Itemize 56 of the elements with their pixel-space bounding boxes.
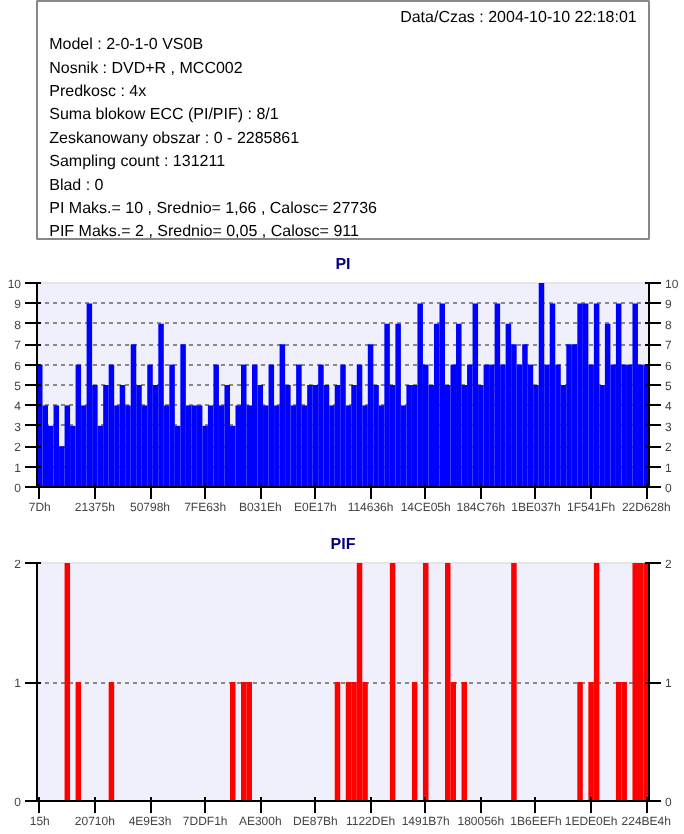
bar — [615, 303, 622, 487]
bar — [604, 323, 611, 487]
bar — [279, 344, 286, 487]
bar — [566, 344, 572, 487]
bar — [632, 303, 638, 487]
bar — [196, 405, 203, 487]
bar — [296, 364, 302, 487]
bar — [439, 303, 445, 487]
bar — [64, 405, 71, 487]
bar — [224, 385, 230, 487]
bar — [472, 303, 479, 487]
text: Blad : 0 — [49, 175, 105, 194]
bar — [191, 405, 197, 487]
bar — [268, 364, 275, 487]
bar — [483, 364, 490, 487]
bar — [86, 303, 93, 487]
bar — [577, 303, 583, 487]
bar — [108, 364, 115, 487]
text: Model : 2-0-1-0 VS0B — [49, 35, 204, 54]
bar — [538, 283, 545, 487]
bar — [158, 323, 164, 487]
text: PI Maks.= 10 , Srednio= 1,66 , Calosc= 27736 — [49, 199, 379, 217]
bar — [130, 344, 137, 487]
bar — [505, 323, 512, 487]
bar — [340, 364, 346, 487]
bar — [53, 405, 60, 487]
bar — [549, 303, 556, 487]
bar — [384, 323, 390, 487]
bar — [147, 364, 153, 487]
chart-title: PI — [335, 255, 351, 273]
bar — [213, 364, 219, 487]
text: PIF Maks.= 2 , Srednio= 0,05 , Calosc= 911 — [49, 222, 360, 241]
bar — [180, 344, 186, 487]
bar — [252, 364, 258, 487]
text: Sampling count : 131211 — [49, 152, 227, 171]
bar — [456, 323, 462, 487]
bar — [395, 323, 401, 487]
bar — [593, 303, 600, 487]
chart-title: PIF — [330, 535, 356, 553]
text: Suma blokow ECC (PI/PIF) : 8/1 — [49, 105, 280, 124]
bar — [307, 385, 313, 487]
bar — [75, 364, 82, 487]
text: Zeskanowany obszar : 0 - 2285861 — [49, 128, 301, 147]
bar — [318, 364, 324, 487]
bar — [169, 364, 175, 487]
bar — [417, 303, 423, 487]
bar — [406, 385, 412, 487]
bar — [522, 344, 528, 487]
text: Predkosc : 4x — [49, 82, 147, 100]
bar — [241, 364, 247, 487]
bar — [119, 385, 126, 487]
bar — [582, 303, 589, 487]
text: Nosnik : DVD+R , MCC002 — [49, 58, 244, 77]
bar — [356, 364, 363, 487]
text: Data/Czas : 2004-10-10 22:18:01 — [400, 8, 638, 27]
bar — [494, 303, 501, 487]
